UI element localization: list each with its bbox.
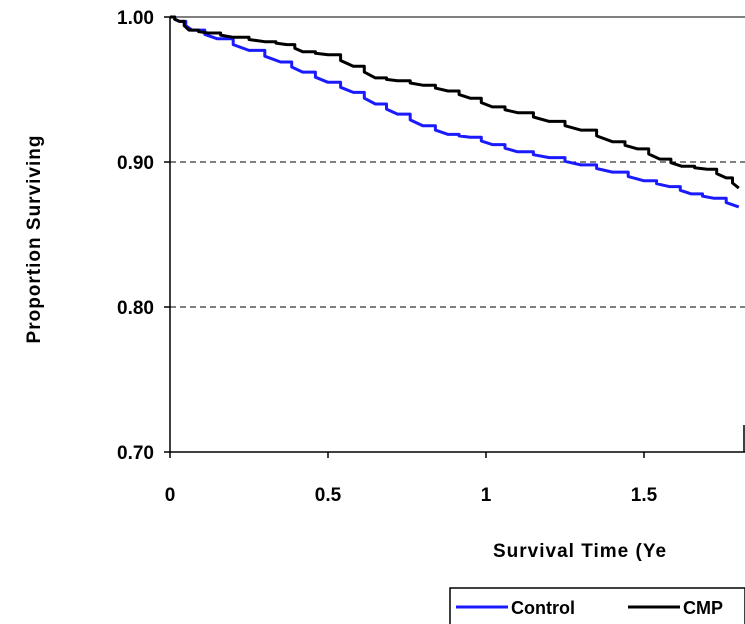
x-tick-label-1: 0.5 — [315, 485, 342, 506]
legend-label-cmp: CMP — [683, 598, 723, 618]
legend: Control CMP — [449, 587, 745, 624]
y-tick-label-2: 0.90 — [117, 153, 154, 174]
x-tick-label-3: 1.5 — [631, 485, 658, 506]
y-tick-label-3: 1.00 — [117, 8, 154, 29]
series-line-control — [170, 15, 740, 209]
series-line-cmp — [170, 15, 740, 190]
x-tick-label-2: 1 — [481, 485, 492, 506]
tick-labels: 0.70 0.80 0.90 1.00 0 0.5 1 1.5 — [117, 8, 658, 506]
series-lines — [170, 15, 740, 209]
legend-label-control: Control — [511, 598, 575, 618]
axes — [164, 16, 745, 458]
gridlines — [170, 16, 745, 308]
x-tick-label-0: 0 — [165, 485, 176, 506]
x-axis-title: Survival Time (Ye — [493, 541, 667, 562]
y-tick-label-0: 0.70 — [117, 443, 154, 464]
y-axis-title: Proportion Surviving — [24, 135, 45, 344]
y-tick-label-1: 0.80 — [117, 298, 154, 319]
